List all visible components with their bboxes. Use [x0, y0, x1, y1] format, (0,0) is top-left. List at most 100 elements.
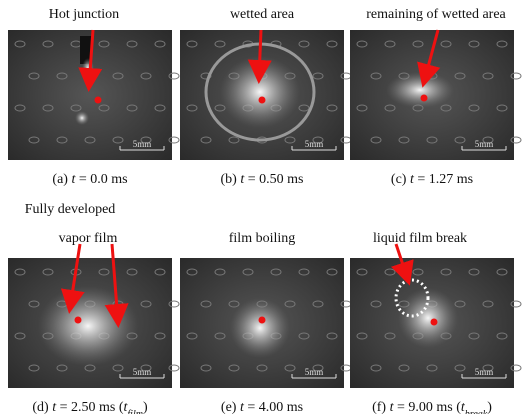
dark-spot	[80, 36, 92, 64]
scale-label: 5mm	[305, 367, 324, 377]
texture	[426, 136, 438, 144]
texture	[186, 40, 198, 48]
panel: 5mm	[180, 258, 352, 388]
texture	[98, 104, 110, 112]
texture	[256, 364, 268, 372]
texture	[370, 364, 382, 372]
texture	[510, 300, 522, 308]
texture	[42, 268, 54, 276]
texture	[312, 300, 324, 308]
caption-part: = 4.00 ms	[244, 400, 303, 414]
texture	[384, 104, 396, 112]
texture	[140, 136, 152, 144]
texture	[384, 40, 396, 48]
texture	[200, 72, 212, 80]
texture	[312, 364, 324, 372]
texture	[140, 72, 152, 80]
texture	[14, 40, 26, 48]
annotation: liquid film break	[373, 231, 467, 246]
texture	[496, 268, 508, 276]
texture	[214, 268, 226, 276]
texture	[510, 136, 522, 144]
texture	[186, 104, 198, 112]
texture	[168, 300, 180, 308]
texture	[140, 300, 152, 308]
texture	[412, 40, 424, 48]
texture	[326, 104, 338, 112]
texture	[214, 332, 226, 340]
glow	[38, 286, 138, 366]
red-dot	[258, 96, 266, 104]
texture	[356, 332, 368, 340]
texture	[454, 136, 466, 144]
texture	[482, 136, 494, 144]
scale-label: 5mm	[475, 139, 494, 149]
red-dot	[74, 316, 82, 324]
arrow	[417, 29, 441, 88]
texture	[454, 300, 466, 308]
glow	[220, 56, 300, 128]
caption-part: t	[390, 400, 395, 414]
texture	[186, 332, 198, 340]
texture	[370, 136, 382, 144]
glow	[386, 72, 454, 108]
caption-part: t	[240, 400, 245, 414]
texture	[356, 104, 368, 112]
arrow	[247, 29, 272, 84]
texture	[326, 40, 338, 48]
caption: (a) t = 0.0 ms	[52, 172, 127, 187]
texture	[468, 104, 480, 112]
glow	[230, 298, 290, 358]
caption-part: t	[461, 400, 466, 414]
caption-part: t	[124, 400, 129, 414]
arrow	[390, 243, 414, 286]
texture	[242, 268, 254, 276]
panel: 5mm	[180, 29, 352, 160]
texture	[28, 300, 40, 308]
caption-part: film	[127, 409, 143, 414]
texture	[14, 268, 26, 276]
texture	[284, 136, 296, 144]
caption-part: (e)	[221, 400, 240, 414]
caption-part: = 2.50 ms (	[56, 400, 124, 414]
annotation: Hot junction	[49, 7, 119, 22]
texture	[326, 332, 338, 340]
annotation: remaining of wetted area	[366, 7, 506, 22]
texture	[284, 364, 296, 372]
texture	[98, 268, 110, 276]
texture	[112, 136, 124, 144]
caption-part: (f)	[372, 400, 390, 414]
texture	[28, 364, 40, 372]
texture	[398, 136, 410, 144]
texture	[154, 332, 166, 340]
arrow	[60, 243, 85, 314]
caption-part: (b)	[221, 172, 241, 187]
caption-part: (a)	[52, 172, 71, 187]
caption-part: t	[71, 172, 76, 187]
texture	[112, 72, 124, 80]
annotation: Fully developed	[25, 202, 116, 217]
texture	[200, 136, 212, 144]
caption: (f) t = 9.00 ms (tbreak)	[372, 400, 492, 414]
caption-part: t	[410, 172, 415, 187]
texture	[298, 268, 310, 276]
texture	[98, 40, 110, 48]
panel: 5mm	[350, 29, 522, 160]
texture	[270, 268, 282, 276]
texture	[56, 72, 68, 80]
texture	[370, 72, 382, 80]
texture	[496, 40, 508, 48]
caption-part: )	[487, 400, 492, 414]
caption-part: = 1.27 ms	[414, 172, 473, 187]
red-dot	[420, 94, 428, 102]
caption-part: t	[52, 400, 57, 414]
texture	[228, 136, 240, 144]
red-dot	[430, 318, 438, 326]
texture	[126, 268, 138, 276]
texture	[440, 104, 452, 112]
texture	[284, 300, 296, 308]
texture	[440, 40, 452, 48]
texture	[298, 104, 310, 112]
texture	[298, 332, 310, 340]
